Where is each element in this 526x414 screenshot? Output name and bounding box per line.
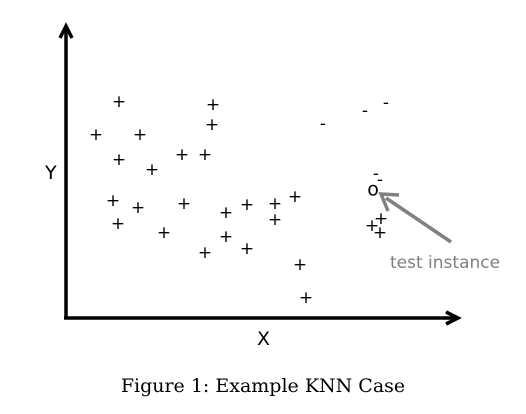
pointer-arrowhead (378, 192, 400, 212)
plus-instance: + (198, 243, 212, 263)
y-axis-arrowhead (58, 22, 74, 39)
x-axis-label: X (257, 328, 270, 350)
plus-instance: + (133, 125, 147, 145)
plus-instance: + (112, 92, 126, 112)
plus-instance: + (206, 95, 220, 115)
plus-instance: + (299, 288, 313, 308)
plus-instance: + (106, 191, 120, 211)
test-instance: o (367, 179, 379, 201)
plus-instance: + (219, 203, 233, 223)
plus-instance: + (131, 198, 145, 218)
test-instance-annotation: test instance (390, 253, 500, 273)
plus-instance: + (111, 214, 125, 234)
axes: Y X (44, 22, 462, 350)
test-instance-pointer (378, 192, 452, 244)
figure-caption: Figure 1: Example KNN Case (121, 375, 405, 397)
plus-instance: + (219, 227, 233, 247)
plus-instance: + (205, 115, 219, 135)
plus-instance: + (268, 210, 282, 230)
plus-instance: + (288, 187, 302, 207)
plus-instance: + (365, 216, 379, 236)
minus-instance: - (383, 93, 389, 113)
plus-instance: + (373, 223, 387, 243)
plus-instance: + (198, 145, 212, 165)
pointer-line (385, 196, 452, 244)
y-axis-label: Y (44, 162, 57, 184)
plus-instance: + (268, 194, 282, 214)
plus-instances: + + + + + + + + + + + + + + + + + + + + … (89, 92, 388, 308)
minus-instance: - (362, 101, 368, 121)
plus-instance: + (177, 194, 191, 214)
plus-instance: + (112, 150, 126, 170)
plus-instance: + (175, 145, 189, 165)
plus-instance: + (89, 125, 103, 145)
x-axis-arrowhead (445, 310, 462, 326)
plus-instance: + (240, 239, 254, 259)
plus-instance: + (157, 223, 171, 243)
plus-instance: + (374, 209, 388, 229)
plus-instance: + (145, 160, 159, 180)
minus-instance: - (377, 170, 383, 190)
plus-instance: + (240, 195, 254, 215)
minus-instance: - (373, 164, 379, 184)
minus-instance: - (320, 114, 326, 134)
minus-instances: - - - - - (320, 93, 389, 190)
plus-instance: + (293, 255, 307, 275)
